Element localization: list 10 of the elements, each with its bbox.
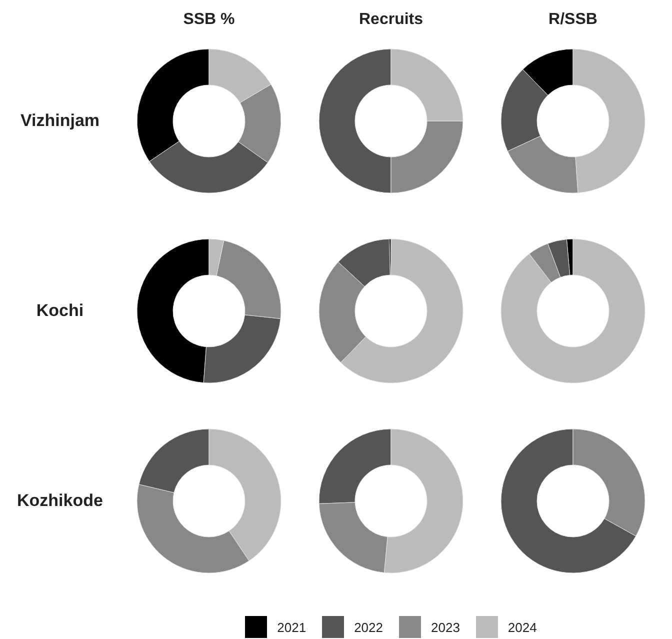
legend-label: 2024 [508,620,537,634]
text: Vizhinjam [19,110,101,132]
text: Kozhikode [16,490,104,512]
legend-label: 2023 [431,620,460,634]
legend-label: 2022 [354,620,383,634]
chart-title: SSB % [182,10,236,30]
chart-title: Recruits [358,10,424,30]
legend-label: 2021 [277,620,306,634]
text: Kochi [35,300,85,322]
chart-title: R/SSB [548,10,598,30]
